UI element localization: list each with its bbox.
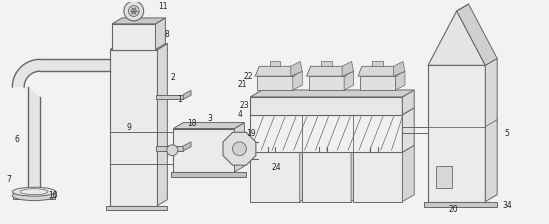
Polygon shape <box>173 123 244 129</box>
Bar <box>257 76 293 90</box>
Bar <box>321 61 332 66</box>
Circle shape <box>124 1 144 21</box>
Polygon shape <box>351 145 363 202</box>
Polygon shape <box>300 145 311 202</box>
Circle shape <box>128 6 139 16</box>
Polygon shape <box>28 87 40 192</box>
Text: 1: 1 <box>177 95 182 104</box>
Polygon shape <box>250 108 414 115</box>
Text: 34: 34 <box>502 201 512 210</box>
Text: 5: 5 <box>505 129 509 138</box>
Polygon shape <box>183 142 191 151</box>
Polygon shape <box>394 61 405 76</box>
Bar <box>250 152 300 202</box>
Text: 19: 19 <box>247 129 256 138</box>
Polygon shape <box>12 59 40 87</box>
Bar <box>270 61 281 66</box>
Ellipse shape <box>20 189 48 195</box>
Text: 10: 10 <box>48 191 58 200</box>
Polygon shape <box>428 11 485 65</box>
Bar <box>250 115 402 152</box>
Text: 8: 8 <box>165 30 170 39</box>
Polygon shape <box>402 145 414 202</box>
Text: 23: 23 <box>239 101 249 110</box>
Bar <box>424 202 497 207</box>
Ellipse shape <box>12 191 56 201</box>
Text: 11: 11 <box>159 2 168 11</box>
Bar <box>110 50 158 206</box>
Bar <box>155 146 183 151</box>
Polygon shape <box>395 71 405 90</box>
Text: 7: 7 <box>6 175 11 184</box>
Bar <box>428 65 485 202</box>
Text: 21: 21 <box>238 80 247 88</box>
Text: 24: 24 <box>271 163 281 172</box>
Bar <box>250 97 402 115</box>
Text: 20: 20 <box>449 205 458 214</box>
Polygon shape <box>112 18 165 24</box>
Bar <box>372 61 383 66</box>
Bar <box>353 152 402 202</box>
Polygon shape <box>402 108 414 152</box>
Text: 18: 18 <box>187 119 197 128</box>
Polygon shape <box>40 59 110 71</box>
Circle shape <box>167 145 178 156</box>
Polygon shape <box>291 61 302 76</box>
Polygon shape <box>485 58 497 202</box>
Polygon shape <box>13 192 55 199</box>
Text: 22: 22 <box>244 72 253 81</box>
Polygon shape <box>358 66 397 76</box>
Circle shape <box>233 142 247 156</box>
Bar <box>112 24 155 50</box>
Bar <box>106 206 167 211</box>
Text: 4: 4 <box>238 110 243 119</box>
Polygon shape <box>110 44 167 50</box>
Text: 6: 6 <box>15 135 20 144</box>
Text: 3: 3 <box>208 114 212 123</box>
Text: 2: 2 <box>171 73 176 82</box>
Polygon shape <box>183 90 191 99</box>
Bar <box>301 152 351 202</box>
Polygon shape <box>255 66 295 76</box>
Polygon shape <box>306 66 346 76</box>
Polygon shape <box>223 132 256 165</box>
Polygon shape <box>457 4 497 65</box>
Text: 9: 9 <box>127 123 131 132</box>
Polygon shape <box>402 90 414 115</box>
Bar <box>436 166 452 188</box>
Ellipse shape <box>12 187 56 196</box>
Polygon shape <box>155 18 165 50</box>
Circle shape <box>131 9 136 13</box>
Polygon shape <box>250 90 414 97</box>
Bar <box>309 76 344 90</box>
Polygon shape <box>342 61 354 76</box>
Polygon shape <box>158 44 167 206</box>
Bar <box>155 95 183 99</box>
Polygon shape <box>293 71 302 90</box>
Polygon shape <box>234 123 244 172</box>
Bar <box>171 172 247 177</box>
Bar <box>173 129 234 172</box>
Polygon shape <box>344 71 354 90</box>
Bar <box>360 76 395 90</box>
